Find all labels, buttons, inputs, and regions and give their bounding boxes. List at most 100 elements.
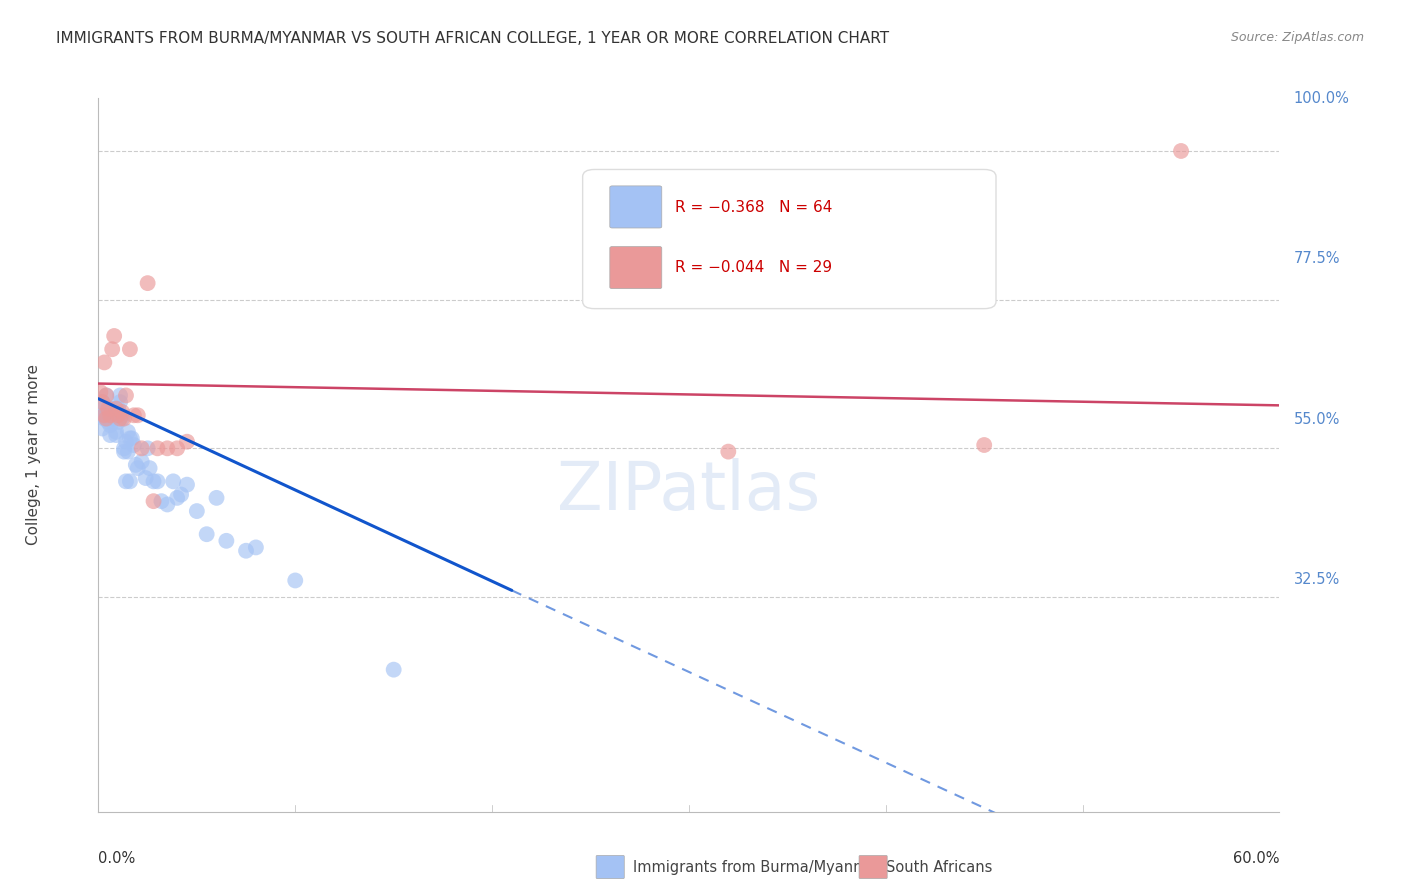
Point (112, 444, 135, 458)
Point (122, 438, 145, 452)
Text: R = −0.044   N = 29: R = −0.044 N = 29 (675, 260, 832, 276)
Point (107, 409, 129, 423)
Point (89, 409, 111, 423)
Point (186, 504, 208, 518)
Point (93, 411, 115, 425)
Point (127, 409, 149, 423)
Point (156, 498, 179, 512)
Point (125, 458, 148, 472)
Point (98, 401, 121, 416)
Point (170, 487, 193, 501)
Point (1170, 144, 1192, 158)
Point (176, 477, 198, 491)
Point (98, 418, 121, 433)
Point (235, 543, 257, 558)
Point (97, 411, 120, 425)
Text: IMMIGRANTS FROM BURMA/MYANMAR VS SOUTH AFRICAN COLLEGE, 1 YEAR OR MORE CORRELATI: IMMIGRANTS FROM BURMA/MYANMAR VS SOUTH A… (56, 31, 890, 46)
Text: 100.0%: 100.0% (1294, 91, 1350, 105)
Point (103, 409, 125, 423)
Point (101, 409, 124, 423)
Point (112, 411, 135, 425)
Point (135, 471, 157, 485)
Point (205, 491, 228, 505)
Point (93, 355, 115, 369)
Point (98, 411, 121, 425)
Point (91, 395, 114, 409)
Point (98, 428, 121, 442)
FancyBboxPatch shape (610, 186, 662, 228)
Point (118, 475, 141, 489)
Point (215, 533, 238, 548)
Point (103, 411, 125, 425)
Text: Immigrants from Burma/Myanmar: Immigrants from Burma/Myanmar (633, 860, 882, 874)
Point (111, 411, 134, 425)
Point (97, 401, 120, 416)
Point (101, 405, 124, 419)
Point (96, 411, 118, 425)
Point (138, 461, 160, 475)
Point (111, 405, 134, 419)
Point (382, 663, 405, 677)
Point (97, 415, 120, 429)
Point (91, 421, 114, 435)
Point (115, 388, 138, 402)
Text: 60.0%: 60.0% (1233, 851, 1279, 866)
Point (96, 388, 118, 402)
Point (103, 329, 125, 343)
Point (136, 442, 159, 456)
Point (245, 541, 267, 555)
Text: 77.5%: 77.5% (1294, 252, 1340, 266)
Point (89, 385, 111, 400)
Point (118, 342, 141, 356)
Point (107, 401, 129, 416)
Point (108, 411, 131, 425)
Point (146, 442, 169, 456)
Text: South Africans: South Africans (886, 860, 993, 874)
Point (105, 401, 128, 416)
Point (107, 409, 129, 423)
Point (121, 431, 143, 445)
Point (111, 409, 134, 423)
Text: R = −0.368   N = 64: R = −0.368 N = 64 (675, 200, 832, 215)
Point (101, 342, 124, 356)
Point (973, 438, 995, 452)
Point (108, 388, 131, 402)
Point (103, 409, 125, 424)
Point (108, 395, 131, 409)
Text: College, 1 year or more: College, 1 year or more (25, 365, 41, 545)
Point (97, 401, 120, 416)
Point (131, 442, 153, 456)
Point (96, 388, 118, 402)
Point (118, 431, 141, 445)
Text: 55.0%: 55.0% (1294, 412, 1340, 426)
Point (122, 409, 145, 423)
Text: 0.0%: 0.0% (98, 851, 135, 866)
Point (142, 475, 165, 489)
Point (142, 494, 165, 508)
Point (156, 442, 179, 456)
Point (717, 444, 740, 458)
Point (176, 434, 198, 449)
Point (97, 405, 120, 419)
Point (284, 574, 307, 588)
Point (98, 409, 121, 423)
Point (146, 475, 169, 489)
FancyBboxPatch shape (582, 169, 995, 309)
Point (136, 276, 159, 290)
Point (96, 409, 118, 423)
Text: Source: ZipAtlas.com: Source: ZipAtlas.com (1230, 31, 1364, 45)
Text: ZIPatlas: ZIPatlas (557, 458, 821, 524)
Point (115, 434, 138, 449)
Point (117, 444, 139, 458)
Point (93, 409, 115, 423)
Point (93, 401, 115, 416)
Point (107, 415, 129, 429)
Point (195, 527, 218, 541)
Point (166, 442, 188, 456)
Point (166, 491, 188, 505)
Point (91, 395, 114, 409)
Point (150, 494, 173, 508)
Point (131, 454, 153, 468)
Point (117, 425, 139, 439)
Point (112, 442, 135, 456)
